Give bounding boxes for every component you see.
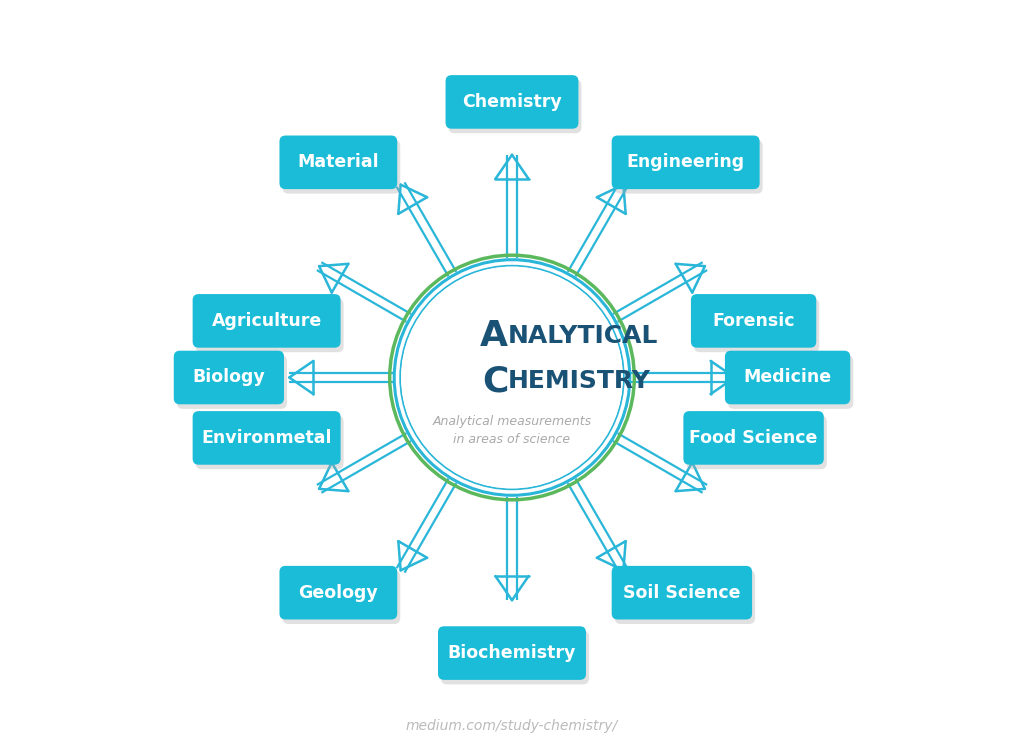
Text: C: C bbox=[482, 364, 508, 399]
Text: Engineering: Engineering bbox=[627, 153, 744, 171]
FancyBboxPatch shape bbox=[725, 350, 850, 405]
FancyBboxPatch shape bbox=[283, 140, 400, 193]
FancyBboxPatch shape bbox=[177, 356, 287, 409]
FancyBboxPatch shape bbox=[449, 79, 582, 133]
FancyBboxPatch shape bbox=[174, 350, 284, 405]
Circle shape bbox=[401, 267, 623, 488]
Text: medium.com/study-chemistry/: medium.com/study-chemistry/ bbox=[406, 720, 618, 733]
Text: Analytical measurements
in areas of science: Analytical measurements in areas of scie… bbox=[432, 414, 592, 446]
FancyBboxPatch shape bbox=[283, 571, 400, 624]
FancyBboxPatch shape bbox=[196, 416, 344, 469]
FancyBboxPatch shape bbox=[280, 566, 397, 619]
FancyBboxPatch shape bbox=[694, 298, 819, 352]
FancyBboxPatch shape bbox=[196, 298, 344, 352]
FancyBboxPatch shape bbox=[728, 356, 853, 409]
FancyBboxPatch shape bbox=[611, 136, 760, 189]
FancyBboxPatch shape bbox=[686, 416, 826, 469]
Text: Food Science: Food Science bbox=[689, 429, 818, 447]
Text: Environmetal: Environmetal bbox=[202, 429, 332, 447]
FancyBboxPatch shape bbox=[445, 75, 579, 128]
FancyBboxPatch shape bbox=[611, 566, 752, 619]
FancyBboxPatch shape bbox=[614, 571, 755, 624]
FancyBboxPatch shape bbox=[280, 136, 397, 189]
Text: A: A bbox=[480, 319, 508, 353]
FancyBboxPatch shape bbox=[691, 294, 816, 347]
FancyBboxPatch shape bbox=[438, 626, 586, 680]
FancyBboxPatch shape bbox=[441, 631, 589, 684]
Text: Biology: Biology bbox=[193, 368, 265, 387]
Text: Material: Material bbox=[298, 153, 379, 171]
Text: Geology: Geology bbox=[298, 584, 378, 602]
Circle shape bbox=[394, 260, 630, 495]
Text: Forensic: Forensic bbox=[713, 312, 795, 330]
FancyBboxPatch shape bbox=[614, 140, 763, 193]
Text: NALYTICAL: NALYTICAL bbox=[508, 324, 658, 348]
Text: Chemistry: Chemistry bbox=[462, 93, 562, 111]
FancyBboxPatch shape bbox=[193, 294, 341, 347]
FancyBboxPatch shape bbox=[683, 411, 824, 465]
Text: HEMISTRY: HEMISTRY bbox=[508, 369, 651, 393]
FancyBboxPatch shape bbox=[193, 411, 341, 465]
Text: Medicine: Medicine bbox=[743, 368, 831, 387]
Text: Agriculture: Agriculture bbox=[212, 312, 322, 330]
Text: Soil Science: Soil Science bbox=[624, 584, 740, 602]
Text: Biochemistry: Biochemistry bbox=[447, 644, 577, 662]
